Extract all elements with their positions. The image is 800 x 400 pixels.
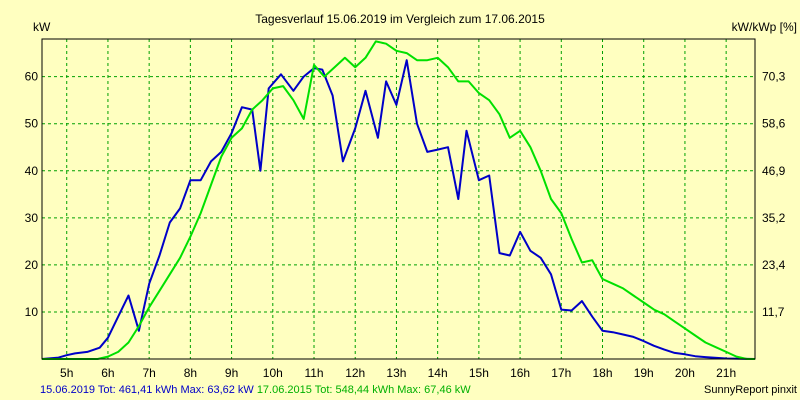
y-tick-right-label: 58,6 (762, 117, 786, 131)
x-tick-label: 14h (428, 366, 448, 380)
x-tick-label: 8h (184, 366, 197, 380)
series-line-2019 (41, 59, 756, 360)
y-axis-left-label: kW (33, 20, 51, 34)
x-tick-label: 17h (551, 366, 571, 380)
y-tick-left-label: 30 (25, 211, 39, 225)
x-tick-label: 16h (510, 366, 530, 380)
x-tick-label: 5h (60, 366, 73, 380)
plot-frame (41, 38, 756, 360)
y-tick-right-label: 11,7 (762, 305, 785, 319)
x-tick-label: 21h (716, 366, 736, 380)
footer-stats: 15.06.2019 Tot: 461,41 kWh Max: 63,62 kW… (40, 384, 471, 396)
y-tick-right-label: 46,9 (762, 164, 786, 178)
y-tick-left-label: 40 (25, 164, 39, 178)
y-tick-right-label: 35,2 (762, 211, 786, 225)
y-tick-left-label: 60 (25, 70, 39, 84)
x-tick-label: 9h (225, 366, 238, 380)
x-ticks: 5h 6h 7h 8h 9h 10h 11h 12h 13h 14h 15h 16h 17h 18h 19h… (60, 366, 736, 380)
x-tick-label: 13h (386, 366, 406, 380)
y-tick-right-label: 70,3 (762, 70, 786, 84)
x-tick-label: 10h (263, 366, 283, 380)
y-axis-right-label: kW/kWp [%] (732, 20, 797, 34)
series-group (41, 40, 756, 360)
x-tick-label: 6h (101, 366, 114, 380)
series-line-2015 (42, 40, 755, 360)
x-tick-label: 11h (304, 366, 323, 380)
x-tick-label: 12h (345, 366, 365, 380)
y-tick-left-label: 10 (25, 305, 39, 319)
chart-title: Tagesverlauf 15.06.2019 im Vergleich zum… (255, 12, 545, 26)
y-tick-left-label: 20 (25, 258, 39, 272)
x-tick-label: 15h (469, 366, 489, 380)
footer-series-2019: 15.06.2019 Tot: 461,41 kWh Max: 63,62 kW (40, 384, 254, 396)
footer-credit: SunnyReport pinxit (704, 384, 797, 396)
x-tick-label: 19h (634, 366, 654, 380)
x-tick-label: 18h (592, 366, 612, 380)
x-tick-label: 20h (675, 366, 695, 380)
grid (42, 39, 755, 359)
y-tick-right-label: 23,4 (762, 258, 786, 272)
y-ticks: 10 11,7 20 23,4 30 35,2 40 46,9 50 58,6 60 70,3 (25, 70, 786, 319)
y-tick-left-label: 50 (25, 117, 39, 131)
footer-series-2015: 17.06.2015 Tot: 548,44 kWh Max: 67,46 kW (257, 384, 471, 396)
x-tick-label: 7h (142, 366, 155, 380)
